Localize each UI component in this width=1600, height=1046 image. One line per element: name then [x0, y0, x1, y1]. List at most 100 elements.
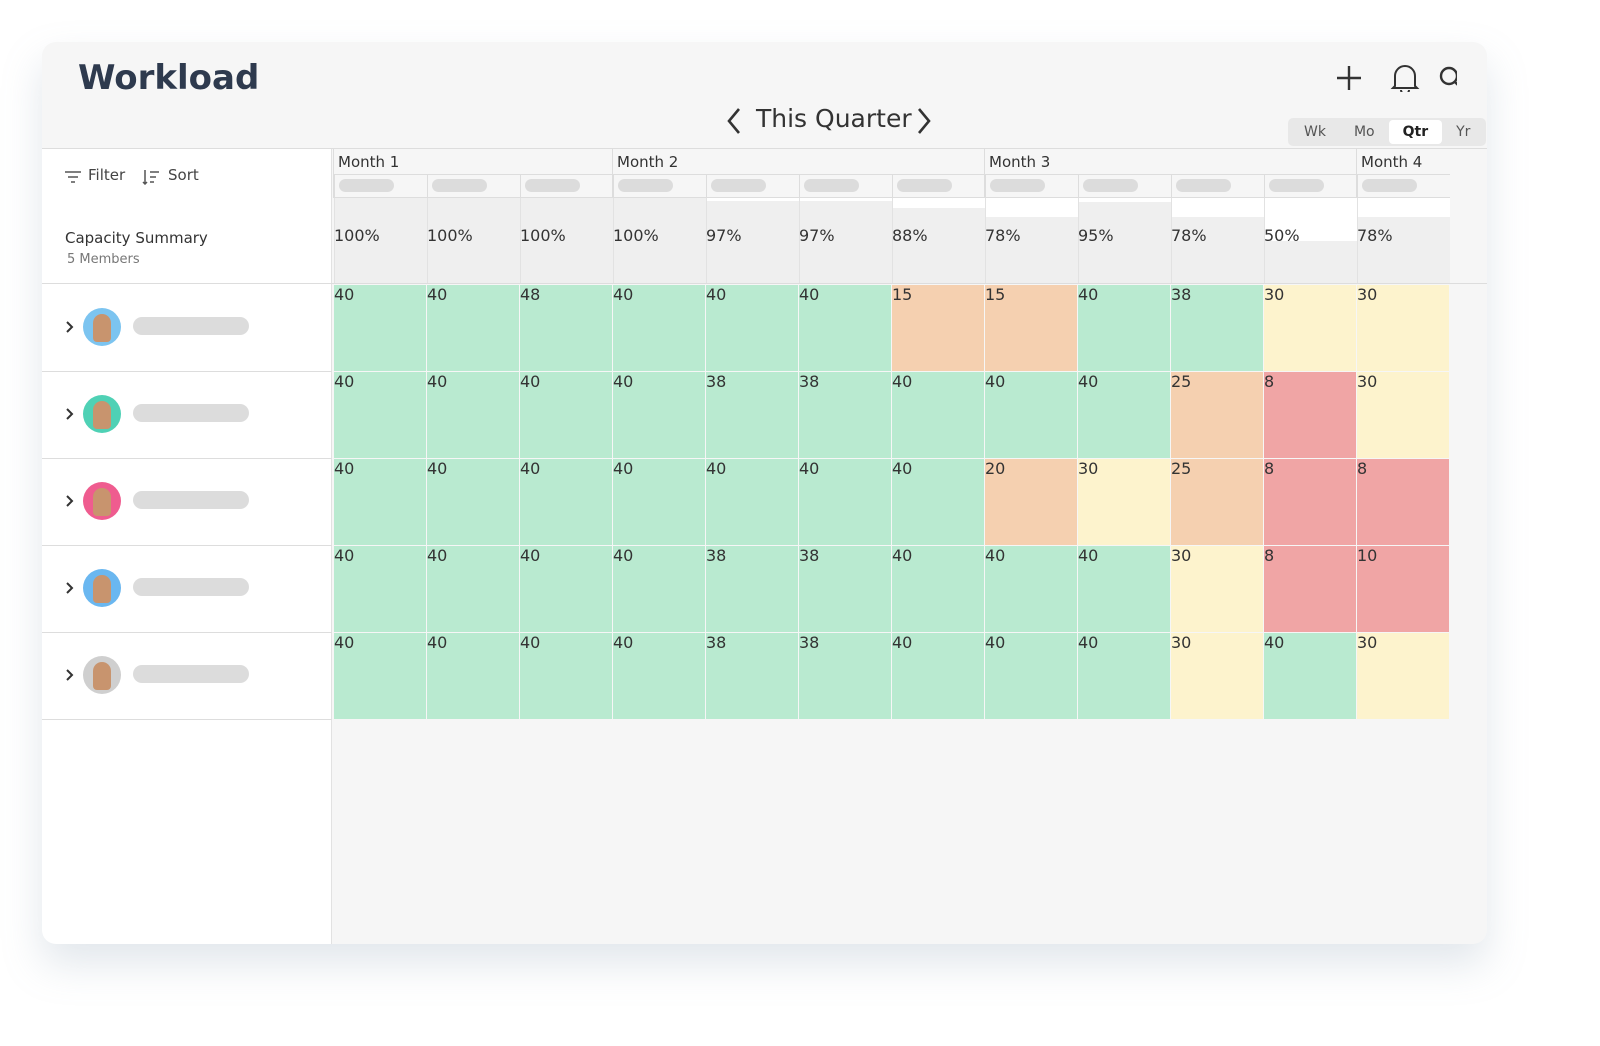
- avatar-face: [93, 575, 111, 603]
- expand-toggle[interactable]: [65, 407, 75, 425]
- left-pane: [42, 148, 332, 944]
- month-divider: [612, 148, 613, 198]
- hours-cell cell: 40: [520, 372, 612, 458]
- capacity-bar: [1079, 202, 1171, 283]
- hours-cell cell: 40: [334, 459, 426, 545]
- week-header: [1264, 174, 1357, 198]
- week-placeholder: [804, 179, 859, 192]
- hours-cell cell: 40: [985, 633, 1077, 719]
- hours-cell cell: 40: [706, 459, 798, 545]
- week-header: [520, 174, 613, 198]
- expand-toggle[interactable]: [65, 668, 75, 686]
- toolbar-icons[interactable]: [1337, 64, 1457, 92]
- hours-cell cell: 40: [1078, 546, 1170, 632]
- workload-panel: Workload This Quarter Wk Mo Qtr Yr Filter S…: [42, 42, 1487, 944]
- week-placeholder: [339, 179, 394, 192]
- week-header: [334, 174, 427, 198]
- capacity-label cell: 100%: [427, 226, 473, 245]
- hours-cell cell: 30: [1357, 372, 1449, 458]
- hours-cell cell: 20: [985, 459, 1077, 545]
- expand-toggle[interactable]: [65, 581, 75, 599]
- hours-cell cell: 30: [1171, 633, 1263, 719]
- filter-icon[interactable]: [64, 169, 82, 185]
- hours-cell cell: 40: [892, 633, 984, 719]
- hours-cell cell: 40: [613, 285, 705, 371]
- hours-cell cell: 40: [427, 285, 519, 371]
- sort-button[interactable]: Sort: [168, 166, 199, 184]
- capacity-bar: [707, 200, 799, 283]
- view-option[interactable]: Qtr: [1388, 120, 1443, 144]
- name-placeholder: [133, 317, 249, 335]
- hours-cell cell: 30: [1078, 459, 1170, 545]
- hours-cell cell: 40: [613, 372, 705, 458]
- name-placeholder: [133, 665, 249, 683]
- week-header: [892, 174, 985, 198]
- week-header: [613, 174, 706, 198]
- filter-button[interactable]: Filter: [88, 166, 126, 184]
- capacity-label cell: 95%: [1078, 226, 1114, 245]
- hours-cell cell: 40: [985, 546, 1077, 632]
- capacity-label cell: 100%: [520, 226, 566, 245]
- view-option[interactable]: Mo: [1353, 124, 1375, 140]
- sort-icon[interactable]: [142, 169, 160, 185]
- hours-cell cell: 48: [520, 285, 612, 371]
- capacity-bar: [1358, 216, 1450, 283]
- capacity-label cell: 78%: [1357, 226, 1393, 245]
- month-label: Month 3: [989, 153, 1051, 171]
- row-divider: [42, 719, 332, 720]
- hours-cell cell: 38: [706, 372, 798, 458]
- summary-subtitle: 5 Members: [67, 252, 140, 267]
- week-header: [985, 174, 1078, 198]
- avatar-face: [93, 662, 111, 690]
- view-option[interactable]: Yr: [1456, 124, 1471, 140]
- hours-cell cell: 40: [427, 633, 519, 719]
- hours-cell cell: 40: [334, 372, 426, 458]
- view-option[interactable]: Wk: [1304, 124, 1326, 140]
- hours-cell cell: 30: [1357, 285, 1449, 371]
- hours-cell cell: 40: [520, 633, 612, 719]
- hours-cell cell: 40: [1078, 285, 1170, 371]
- capacity-bar: [335, 198, 427, 283]
- prev-period[interactable]: [724, 106, 744, 136]
- week-placeholder: [711, 179, 766, 192]
- hours-cell cell: 40: [520, 546, 612, 632]
- hours-cell cell: 40: [985, 372, 1077, 458]
- next-period[interactable]: [914, 106, 934, 136]
- hours-cell cell: 40: [892, 372, 984, 458]
- expand-toggle[interactable]: [65, 494, 75, 512]
- week-placeholder: [1362, 179, 1417, 192]
- hours-cell cell: 8: [1264, 372, 1356, 458]
- hours-cell cell: 38: [1171, 285, 1263, 371]
- row-divider: [42, 545, 332, 546]
- expand-toggle[interactable]: [65, 320, 75, 338]
- name-placeholder: [133, 404, 249, 422]
- hours-cell cell: 25: [1171, 459, 1263, 545]
- week-placeholder: [1269, 179, 1324, 192]
- capacity-label cell: 100%: [334, 226, 380, 245]
- month-label: Month 1: [338, 153, 400, 171]
- hours-cell cell: 40: [892, 546, 984, 632]
- hours-cell cell: 38: [706, 633, 798, 719]
- capacity-label cell: 78%: [985, 226, 1021, 245]
- week-header: [427, 174, 520, 198]
- month-divider: [984, 148, 985, 198]
- month-divider: [333, 148, 334, 198]
- hours-cell cell: 40: [1264, 633, 1356, 719]
- month-label: Month 4: [1361, 153, 1423, 171]
- hours-cell cell: 40: [427, 459, 519, 545]
- summary-title: Capacity Summary: [65, 229, 208, 247]
- name-placeholder: [133, 578, 249, 596]
- hours-cell cell: 40: [613, 459, 705, 545]
- capacity-bar: [1265, 240, 1357, 283]
- hours-cell cell: 15: [985, 285, 1077, 371]
- avatar-face: [93, 314, 111, 342]
- row-divider: [42, 632, 332, 633]
- hours-cell cell: 8: [1264, 546, 1356, 632]
- week-placeholder: [1083, 179, 1138, 192]
- period-label: This Quarter: [756, 104, 912, 133]
- hours-cell cell: 40: [613, 633, 705, 719]
- month-divider: [1356, 148, 1357, 198]
- hours-cell cell: 40: [613, 546, 705, 632]
- capacity-label cell: 100%: [613, 226, 659, 245]
